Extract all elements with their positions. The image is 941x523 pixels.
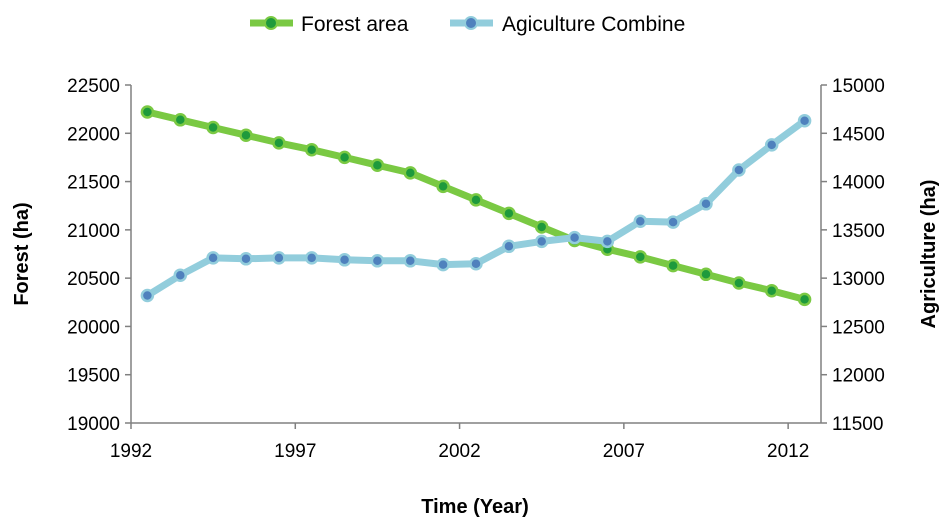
left-tick-label: 22000 — [67, 124, 120, 145]
right-tick-label: 14000 — [832, 173, 885, 194]
left-tick-label: 20500 — [67, 269, 120, 290]
agriculture-data-point — [502, 239, 516, 254]
legend-forest-marker — [264, 16, 278, 30]
left-tick-label: 19500 — [67, 366, 120, 387]
agriculture-data-point — [797, 113, 812, 128]
agriculture-data-point — [304, 251, 319, 265]
right-axis-ticks: 11500 12000 12500 13000 13500 14000 14500 15000 — [821, 76, 885, 435]
forest-data-point — [272, 136, 286, 150]
right-tick-label: 12000 — [832, 366, 885, 387]
series-layer — [140, 105, 812, 307]
agriculture-data-point — [436, 257, 450, 272]
right-axis-title: Agriculture (ha) — [918, 180, 940, 329]
legend: Forest area Agiculture Combine — [250, 13, 685, 36]
right-tick-label: 11500 — [832, 414, 883, 435]
left-tick-label: 19000 — [67, 414, 120, 435]
agriculture-data-point — [173, 268, 188, 282]
legend-forest-label: Forest area — [301, 13, 409, 36]
forest-data-point — [502, 206, 516, 221]
agriculture-data-point — [403, 254, 418, 268]
agriculture-data-point — [272, 251, 286, 265]
forest-data-point — [173, 113, 188, 127]
forest-data-point — [239, 128, 253, 142]
x-tick-label: 2012 — [767, 441, 809, 462]
agriculture-data-point — [699, 197, 713, 211]
right-tick-label: 13500 — [832, 221, 885, 242]
agriculture-data-point — [600, 234, 615, 249]
forest-data-point — [797, 292, 812, 307]
left-tick-label: 22500 — [67, 76, 120, 97]
x-tick-label: 1997 — [274, 441, 316, 462]
forest-data-point — [337, 150, 352, 165]
agriculture-data-point — [764, 138, 779, 152]
x-tick-label: 2002 — [438, 441, 480, 462]
x-tick-label: 2007 — [603, 441, 645, 462]
x-tick-label: 1992 — [110, 441, 152, 462]
agriculture-data-point — [666, 215, 680, 229]
left-tick-label: 21000 — [67, 221, 120, 242]
forest-data-point — [140, 105, 155, 119]
forest-data-point — [206, 120, 220, 135]
agriculture-data-point — [239, 252, 253, 266]
agriculture-data-point — [732, 163, 746, 177]
agriculture-data-point — [337, 253, 352, 267]
forest-data-point — [764, 283, 779, 298]
agriculture-data-point — [370, 254, 385, 268]
left-axis-ticks: 19000 19500 20000 20500 21000 21500 22000 22500 — [67, 76, 131, 435]
x-axis-title: Time (Year) — [421, 496, 528, 518]
legend-agriculture-label: Agiculture Combine — [502, 13, 685, 36]
forest-data-point — [633, 250, 648, 264]
forest-data-point — [732, 276, 746, 290]
right-tick-label: 12500 — [832, 317, 885, 338]
forest-data-point — [534, 220, 549, 234]
agriculture-data-point — [206, 251, 220, 265]
left-tick-label: 21500 — [67, 173, 120, 194]
forest-data-point — [666, 258, 680, 273]
right-tick-label: 14500 — [832, 124, 885, 145]
right-tick-label: 15000 — [832, 76, 885, 97]
left-tick-label: 20000 — [67, 317, 120, 338]
forest-data-point — [370, 158, 385, 172]
left-axis-title: Forest (ha) — [11, 202, 33, 305]
agriculture-data-point — [534, 234, 549, 249]
agriculture-data-point — [567, 230, 582, 245]
right-tick-label: 13000 — [832, 269, 885, 290]
forest-data-point — [436, 179, 450, 194]
agriculture-data-point — [633, 214, 648, 228]
agriculture-data-point — [140, 288, 155, 303]
legend-agriculture-marker — [464, 16, 478, 30]
forest-data-point — [304, 142, 319, 157]
x-axis-ticks: 1992 1997 2002 2007 2012 — [110, 423, 809, 462]
forest-data-point — [699, 267, 713, 282]
agriculture-data-point — [469, 256, 483, 271]
forest-data-point — [469, 193, 483, 207]
forest-data-point — [403, 166, 418, 180]
